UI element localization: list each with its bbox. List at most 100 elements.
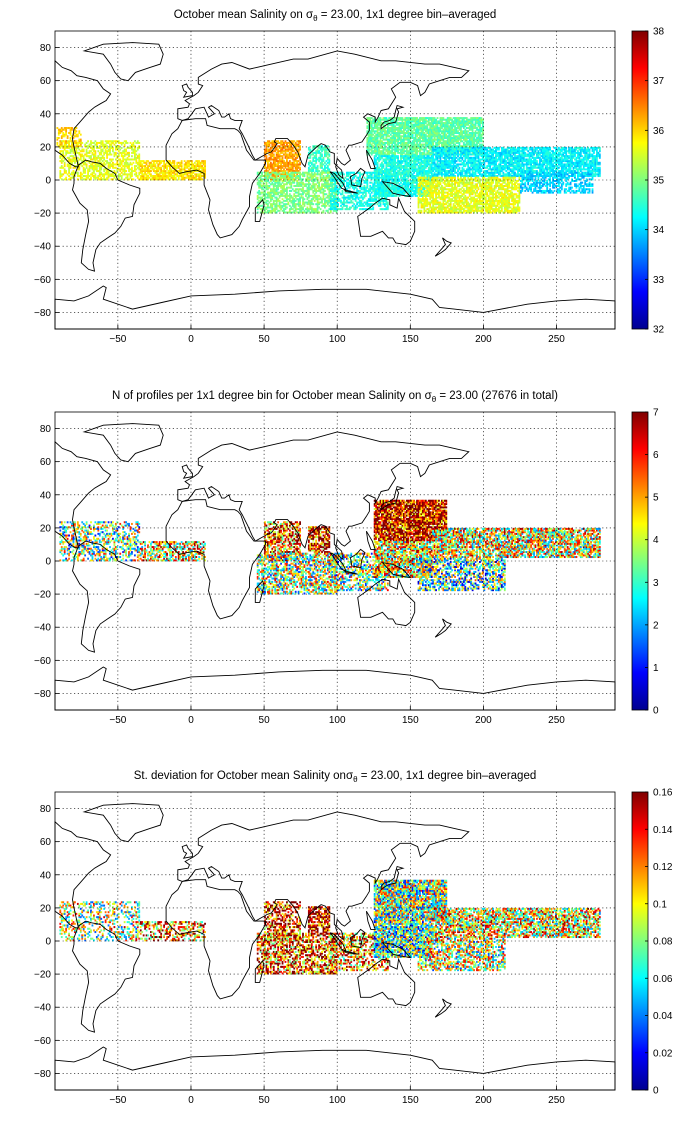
data-cell xyxy=(147,170,149,173)
data-cell xyxy=(278,166,281,169)
data-cell xyxy=(288,161,291,164)
data-cell xyxy=(290,194,293,197)
data-cell xyxy=(91,161,94,164)
data-cell xyxy=(103,163,106,166)
data-cell xyxy=(122,155,125,158)
data-cell xyxy=(296,153,299,156)
data-cell xyxy=(63,133,66,136)
data-cell xyxy=(150,173,152,176)
data-cell xyxy=(284,204,287,207)
data-cell xyxy=(309,156,312,159)
data-cell xyxy=(299,166,301,169)
data-cell xyxy=(133,153,136,156)
data-cell xyxy=(91,148,94,151)
data-cell xyxy=(300,211,303,214)
data-cell xyxy=(75,145,78,148)
data-cell xyxy=(306,209,309,212)
data-cell xyxy=(66,135,69,138)
data-cell xyxy=(267,161,269,164)
data-cell xyxy=(94,178,97,181)
data-cell xyxy=(264,196,266,199)
data-cell xyxy=(93,155,95,158)
data-cell xyxy=(142,165,145,168)
data-cell xyxy=(94,155,97,158)
data-cell xyxy=(131,168,133,171)
data-cell xyxy=(268,166,271,169)
data-cell xyxy=(267,140,269,143)
data-cell xyxy=(94,166,97,169)
data-cell xyxy=(262,181,265,184)
data-cell xyxy=(93,146,95,149)
data-cell xyxy=(63,146,66,149)
data-cell xyxy=(103,178,106,181)
data-cell xyxy=(324,155,326,158)
data-cell xyxy=(72,171,75,174)
data-cell xyxy=(275,165,278,168)
data-cell xyxy=(104,160,107,163)
data-cell xyxy=(84,178,87,181)
data-cell xyxy=(202,161,205,164)
data-cell xyxy=(129,171,132,174)
data-cell xyxy=(286,158,288,161)
data-cell xyxy=(185,161,187,164)
data-cell xyxy=(93,161,95,164)
data-cell xyxy=(280,143,282,146)
data-cell xyxy=(166,171,168,174)
data-cell xyxy=(65,145,68,148)
data-cell xyxy=(69,145,72,148)
data-cell xyxy=(57,145,60,148)
data-cell xyxy=(120,160,123,163)
data-cell xyxy=(259,183,262,186)
data-cell xyxy=(281,191,284,194)
data-cell xyxy=(318,170,320,173)
data-cell xyxy=(60,127,63,130)
data-cell xyxy=(82,178,85,181)
data-cell xyxy=(278,194,281,197)
data-cell xyxy=(195,168,198,171)
data-cell xyxy=(343,173,345,176)
data-cell xyxy=(280,191,282,194)
data-cell xyxy=(283,211,285,214)
data-cell xyxy=(288,189,291,192)
data-cell xyxy=(71,176,73,179)
data-cell xyxy=(114,141,117,144)
data-cell xyxy=(66,141,69,144)
data-cell xyxy=(272,163,275,166)
data-cell xyxy=(265,150,268,153)
data-cell xyxy=(60,130,63,133)
data-cell xyxy=(277,141,280,144)
data-cell xyxy=(171,161,174,164)
data-cell xyxy=(60,145,63,148)
data-cell xyxy=(281,155,284,158)
data-cell xyxy=(274,209,277,212)
data-cell xyxy=(287,146,290,149)
data-cell xyxy=(183,176,186,179)
data-cell xyxy=(281,151,284,154)
data-cell xyxy=(271,203,274,206)
data-cell xyxy=(274,165,277,168)
data-cell xyxy=(126,161,129,164)
data-cell xyxy=(97,150,100,153)
data-cell xyxy=(284,211,287,214)
data-cell xyxy=(201,160,204,163)
data-cell xyxy=(182,168,185,171)
data-cell xyxy=(62,153,65,156)
data-cell xyxy=(138,145,141,148)
data-cell xyxy=(268,168,271,171)
data-cell xyxy=(287,171,290,174)
data-cell xyxy=(174,176,177,179)
data-cell xyxy=(122,141,125,144)
data-cell xyxy=(128,153,130,156)
data-cell xyxy=(148,165,151,168)
data-cell xyxy=(293,163,296,166)
data-cell xyxy=(286,189,288,192)
data-cell xyxy=(299,146,301,149)
data-cell xyxy=(201,168,204,171)
data-cell xyxy=(281,158,284,161)
data-cell xyxy=(145,160,148,163)
data-cell xyxy=(303,198,306,201)
data-cell xyxy=(68,160,70,163)
data-cell xyxy=(72,150,75,153)
data-cell xyxy=(109,166,111,169)
data-cell xyxy=(189,171,192,174)
